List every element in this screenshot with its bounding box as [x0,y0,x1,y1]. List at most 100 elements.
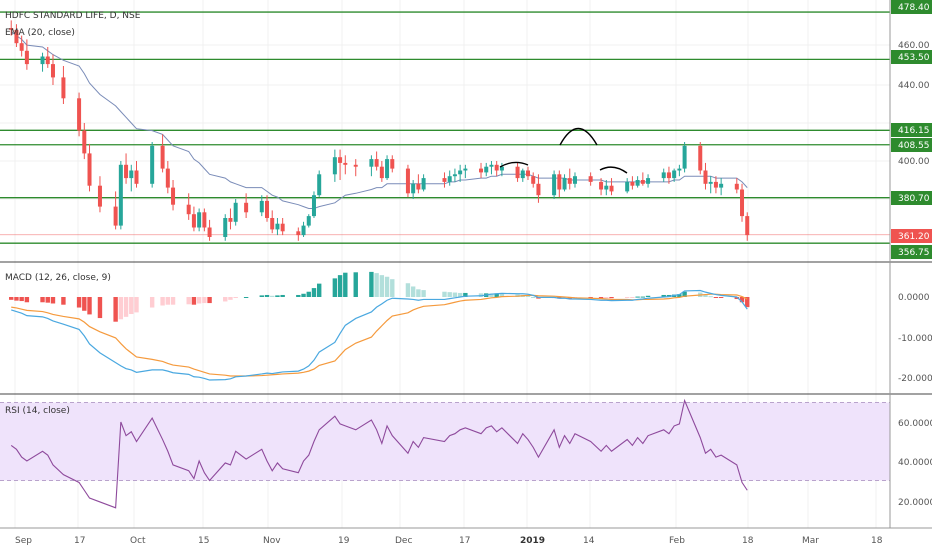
candle-body [124,164,129,179]
macd-histogram-bar [50,297,56,304]
macd-histogram-bar [76,297,82,308]
time-tick: 15 [198,536,209,546]
price-tick: 400.00 [898,157,930,167]
candle-body [259,200,264,213]
macd-histogram-bar [374,273,379,297]
candle-body [661,172,666,179]
time-tick: Mar [802,536,819,546]
rsi-line [10,398,748,509]
macd-line [11,289,748,381]
macd-histogram-bar [713,297,719,298]
time-tick: Nov [263,536,281,546]
candle-body [682,145,687,169]
macd-histogram-bar [14,297,19,301]
macd-histogram-bar [186,297,191,305]
candle-body [479,168,484,173]
time-tick: Oct [130,536,146,546]
candle-body [588,176,593,182]
candle-body [296,231,301,236]
rsi-panel[interactable] [0,398,890,509]
macd-histogram-bar [233,297,238,298]
macd-histogram-bar [410,286,416,297]
macd-histogram-bar [134,297,139,313]
macd-histogram-bar [118,297,124,320]
candle-body [228,218,233,222]
macd-histogram-bar [270,295,275,297]
macd-histogram-bar [228,297,233,300]
macd-histogram-bar [598,297,604,299]
macd-histogram-bar [123,297,129,317]
candle-body [672,170,677,179]
macd-histogram-bar [478,293,484,297]
current-price-tag: 361.20 [891,229,932,243]
candle-body [50,64,55,78]
rsi-label: RSI (14, close) [5,406,70,416]
macd-histogram-bar [718,297,724,298]
time-tick: 18 [871,536,883,546]
macd-histogram-bar [61,297,66,305]
candle-body [713,181,718,188]
macd-histogram-bar [489,293,494,297]
candle-body [489,164,494,167]
macd-histogram-bar [734,297,739,300]
level-tag: 453.50 [891,50,932,64]
macd-histogram-bar [745,297,750,308]
macd-histogram-bar [280,294,285,297]
time-tick: 17 [74,536,85,546]
candle-body [118,164,123,226]
candle-body [379,166,384,179]
candle-body [223,218,228,237]
macd-histogram-bar [129,297,134,315]
macd-histogram-bar [296,294,301,297]
level-tag: 408.55 [891,138,932,152]
candle-body [61,77,66,99]
ema-label: EMA (20, close) [5,28,75,38]
time-tick: 18 [742,536,754,546]
macd-histogram-bar [739,297,745,303]
candle-body [332,157,337,175]
macd-histogram-bar [87,297,92,315]
macd-histogram-bar [442,291,447,297]
candle-body [463,168,468,171]
macd-histogram-bar [275,295,280,297]
candle-body [745,216,750,236]
candle-body [353,164,358,167]
level-tag: 380.70 [891,191,932,205]
macd-histogram-bar [379,275,385,297]
pattern-arc-left-shoulder [499,161,529,168]
candle-body [301,225,306,236]
candle-body [515,166,520,179]
macd-histogram-bar [677,294,682,297]
candle-body [494,164,499,171]
macd-histogram-bar [82,297,87,311]
candle-body [452,174,457,177]
macd-histogram-bar [421,290,426,297]
macd-histogram-bar [24,297,30,303]
time-tick: Dec [395,536,412,546]
candle-body [609,185,614,192]
candle-body [197,212,202,228]
macd-panel[interactable] [9,271,750,381]
price-panel[interactable] [0,11,890,244]
time-tick: Feb [669,536,685,546]
candle-body [45,56,50,65]
candle-body [311,195,316,217]
svg-text:408.55: 408.55 [898,141,930,151]
macd-label: MACD (12, 26, close, 9) [5,273,111,283]
macd-histogram-bar [452,292,458,297]
candle-body [635,180,640,186]
candle-body [385,159,390,179]
macd-histogram-bar [457,292,463,297]
macd-histogram-bar [640,296,646,298]
time-tick: 14 [583,536,595,546]
candle-body [275,223,280,230]
candle-body [421,178,426,190]
candle-body [207,227,212,237]
macd-histogram-bar [40,297,45,303]
level-tag: 478.40 [891,0,932,14]
macd-histogram-bar [645,295,651,297]
macd-histogram-bar [191,297,197,305]
candle-body [520,170,525,179]
macd-histogram-bar [165,297,171,305]
